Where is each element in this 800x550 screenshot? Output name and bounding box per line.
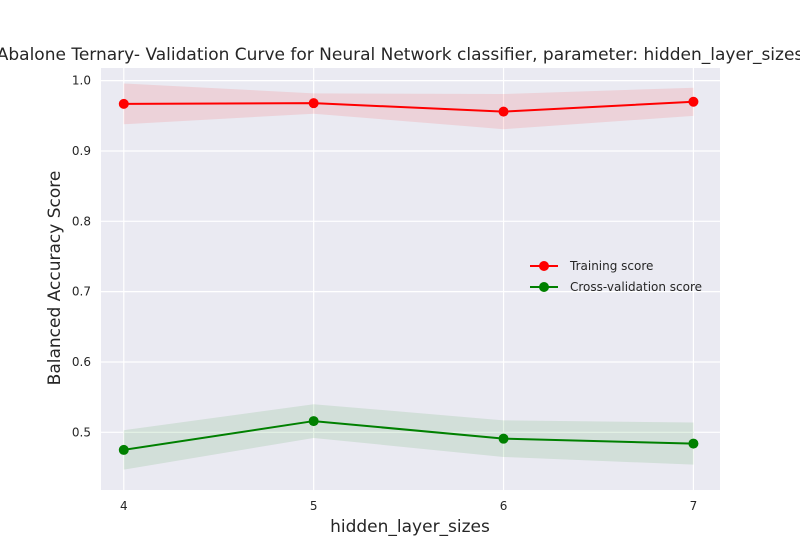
data-point: [308, 416, 319, 427]
confidence-band-1: [123, 404, 694, 470]
chart-title: Abalone Ternary- Validation Curve for Ne…: [0, 45, 800, 65]
data-point: [118, 98, 129, 109]
confidence-bands: [123, 83, 694, 470]
series-line-0: [123, 100, 694, 113]
y-tick-label: 1.0: [72, 74, 91, 88]
y-tick-label: 0.7: [72, 285, 91, 299]
data-point: [498, 433, 509, 444]
legend-marker: [539, 261, 549, 271]
confidence-band-0: [123, 83, 694, 130]
x-tick-label: 4: [120, 499, 128, 513]
data-point: [498, 106, 509, 117]
y-tick-label: 0.6: [72, 355, 91, 369]
data-point: [688, 96, 699, 107]
series-lines: [123, 100, 694, 451]
x-tick-label: 6: [500, 499, 508, 513]
y-tick-label: 0.9: [72, 144, 91, 158]
y-tick-labels: 0.5 0.6 0.7 0.8 0.9 1.0: [72, 74, 91, 440]
grid: [101, 68, 720, 490]
series-points: [118, 96, 699, 455]
legend-marker: [539, 282, 549, 292]
y-axis-label: Balanced Accuracy Score: [45, 171, 65, 386]
legend-label: Training score: [569, 259, 653, 273]
y-tick-label: 0.5: [72, 425, 91, 439]
legend-label: Cross-validation score: [570, 280, 702, 294]
y-tick-label: 0.8: [72, 214, 91, 228]
data-point: [118, 444, 129, 455]
x-tick-label: 7: [690, 499, 698, 513]
series-line-1: [123, 420, 694, 451]
x-axis-label: hidden_layer_sizes: [330, 517, 490, 537]
data-point: [308, 98, 319, 109]
x-tick-labels: 4 5 6 7: [120, 499, 697, 513]
data-point: [688, 438, 699, 449]
legend: Training score Cross-validation score: [530, 259, 702, 294]
plot-area: [101, 68, 720, 490]
x-tick-label: 5: [310, 499, 318, 513]
